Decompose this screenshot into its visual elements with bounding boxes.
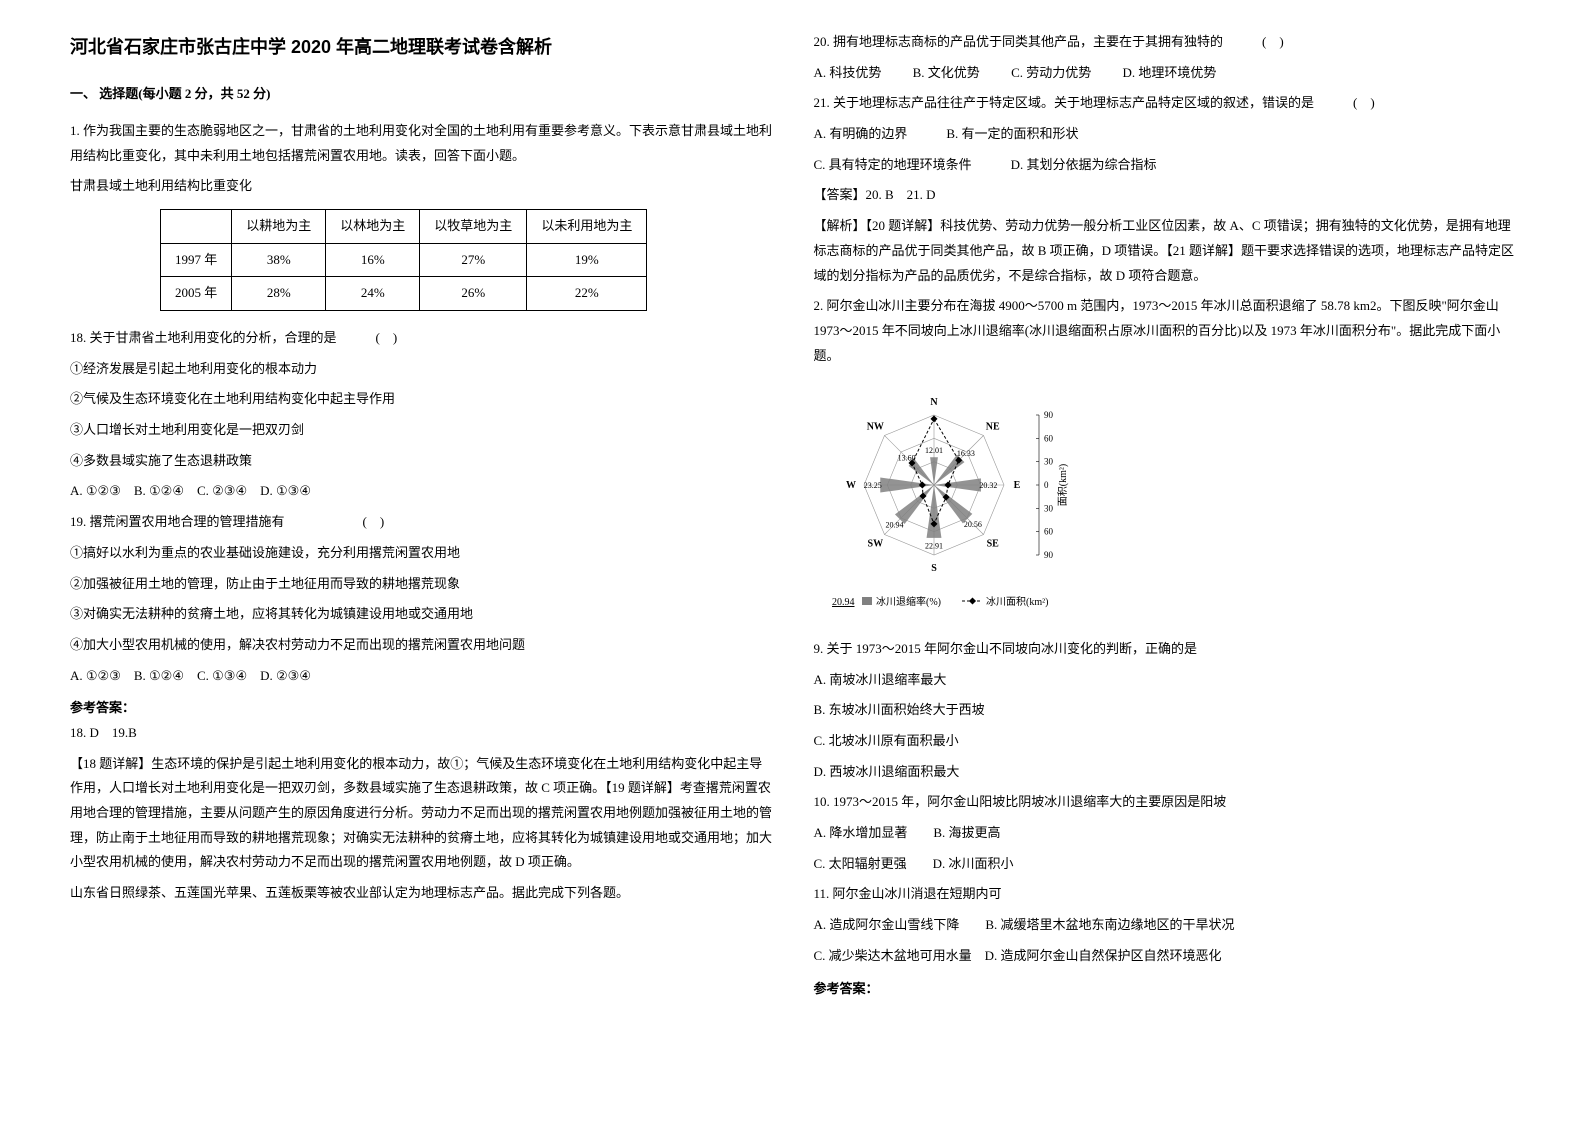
svg-text:16.33: 16.33 xyxy=(956,449,974,458)
cell: 28% xyxy=(232,277,326,311)
cell: 16% xyxy=(326,243,420,277)
answer-20-21: 【答案】20. B 21. D xyxy=(814,183,1518,208)
svg-text:60: 60 xyxy=(1044,527,1054,537)
svg-text:60: 60 xyxy=(1044,434,1054,444)
svg-text:30: 30 xyxy=(1044,457,1054,467)
svg-text:0: 0 xyxy=(1044,480,1049,490)
q9-a: A. 南坡冰川退缩率最大 xyxy=(814,668,1518,693)
q18-opt3: ③人口增长对土地利用变化是一把双刃剑 xyxy=(70,418,774,443)
q11-ab: A. 造成阿尔金山雪线下降 B. 减缓塔里木盆地东南边缘地区的干旱状况 xyxy=(814,913,1518,938)
cell: 2005 年 xyxy=(161,277,232,311)
svg-text:W: W xyxy=(846,480,856,491)
q20-options: A. 科技优势 B. 文化优势 C. 劳动力优势 D. 地理环境优势 xyxy=(814,61,1518,86)
q18-stem: 18. 关于甘肃省土地利用变化的分析，合理的是 ( ) xyxy=(70,326,774,351)
q18-choices: A. ①②③ B. ①②④ C. ②③④ D. ①③④ xyxy=(70,479,774,504)
q10-stem: 10. 1973～2015 年，阿尔金山阳坡比阴坡冰川退缩率大的主要原因是阳坡 xyxy=(814,790,1518,815)
exam-title: 河北省石家庄市张古庄中学 2020 年高二地理联考试卷含解析 xyxy=(70,30,774,64)
svg-text:E: E xyxy=(1013,480,1020,491)
svg-text:23.25: 23.25 xyxy=(863,481,881,490)
q9-d: D. 西坡冰川退缩面积最大 xyxy=(814,760,1518,785)
q19-opt3: ③对确实无法耕种的贫瘠土地，应将其转化为城镇建设用地或交通用地 xyxy=(70,602,774,627)
answer-18-19: 18. D 19.B xyxy=(70,721,774,746)
q11-cd: C. 减少柴达木盆地可用水量 D. 造成阿尔金山自然保护区自然环境恶化 xyxy=(814,944,1518,969)
q19-opt4: ④加大小型农用机械的使用，解决农村劳动力不足而出现的撂荒闲置农用地问题 xyxy=(70,633,774,658)
q1-intro: 1. 作为我国主要的生态脆弱地区之一，甘肃省的土地利用变化对全国的土地利用有重要… xyxy=(70,119,774,168)
q19-choices: A. ①②③ B. ①②④ C. ①③④ D. ②③④ xyxy=(70,664,774,689)
th-1: 以耕地为主 xyxy=(232,209,326,243)
q18-opt4: ④多数县域实施了生态退耕政策 xyxy=(70,449,774,474)
svg-text:SW: SW xyxy=(867,539,883,550)
svg-text:SE: SE xyxy=(986,539,999,550)
cell: 19% xyxy=(527,243,647,277)
q2-intro: 2. 阿尔金山冰川主要分布在海拔 4900～5700 m 范围内，1973～20… xyxy=(814,294,1518,368)
q21-row-cd: C. 具有特定的地理环境条件 D. 其划分依据为综合指标 xyxy=(814,153,1518,178)
cell: 1997 年 xyxy=(161,243,232,277)
svg-text:20.56: 20.56 xyxy=(963,520,981,529)
th-2: 以林地为主 xyxy=(326,209,420,243)
q19-opt2: ②加强被征用土地的管理，防止由于土地征用而导致的耕地撂荒现象 xyxy=(70,572,774,597)
th-3: 以牧草地为主 xyxy=(420,209,527,243)
svg-text:NE: NE xyxy=(985,422,999,433)
table-row: 2005 年 28% 24% 26% 22% xyxy=(161,277,647,311)
cell: 27% xyxy=(420,243,527,277)
q19-stem: 19. 撂荒闲置农用地合理的管理措施有 ( ) xyxy=(70,510,774,535)
svg-text:12.01: 12.01 xyxy=(925,446,943,455)
q21-row-ab: A. 有明确的边界 B. 有一定的面积和形状 xyxy=(814,122,1518,147)
q20-opt-c: C. 劳动力优势 xyxy=(1011,65,1091,80)
th-blank xyxy=(161,209,232,243)
explain-20-21: 【解析】【20 题详解】科技优势、劳动力优势一般分析工业区位因素，故 A、C 项… xyxy=(814,214,1518,288)
cell: 38% xyxy=(232,243,326,277)
table-header-row: 以耕地为主 以林地为主 以牧草地为主 以未利用地为主 xyxy=(161,209,647,243)
svg-text:20.32: 20.32 xyxy=(979,481,997,490)
q9-b: B. 东坡冰川面积始终大于西坡 xyxy=(814,698,1518,723)
svg-text:面积(km²): 面积(km²) xyxy=(1057,464,1069,506)
q19-opt1: ①搞好以水利为重点的农业基础设施建设，充分利用撂荒闲置农用地 xyxy=(70,541,774,566)
radar-chart: N NE E SE S SW W NW 12.01 16.33 20.32 20.56 22.91 20.… xyxy=(824,380,1518,629)
answer-header-2: 参考答案： xyxy=(814,977,1518,1002)
q20-opt-d: D. 地理环境优势 xyxy=(1122,65,1216,80)
explain-18-19: 【18 题详解】生态环境的保护是引起土地利用变化的根本动力，故①；气候及生态环境… xyxy=(70,752,774,875)
q21-stem: 21. 关于地理标志产品往往产于特定区域。关于地理标志产品特定区域的叙述，错误的… xyxy=(814,91,1518,116)
table-caption: 甘肃县域土地利用结构比重变化 xyxy=(70,174,774,199)
q18-opt1: ①经济发展是引起土地利用变化的根本动力 xyxy=(70,357,774,382)
geo-intro: 山东省日照绿茶、五莲国光苹果、五莲板栗等被农业部认定为地理标志产品。据此完成下列… xyxy=(70,881,774,906)
q10-cd: C. 太阳辐射更强 D. 冰川面积小 xyxy=(814,852,1518,877)
q20-opt-b: B. 文化优势 xyxy=(913,65,980,80)
svg-text:22.91: 22.91 xyxy=(925,542,943,551)
svg-text:90: 90 xyxy=(1044,410,1054,420)
q18-opt2: ②气候及生态环境变化在土地利用结构变化中起主导作用 xyxy=(70,387,774,412)
svg-text:冰川面积(km²): 冰川面积(km²) xyxy=(986,595,1048,608)
cell: 22% xyxy=(527,277,647,311)
q11-stem: 11. 阿尔金山冰川消退在短期内可 xyxy=(814,882,1518,907)
svg-text:NW: NW xyxy=(866,422,883,433)
svg-text:S: S xyxy=(931,563,937,574)
q20-opt-a: A. 科技优势 xyxy=(814,65,882,80)
q10-ab: A. 降水增加显著 B. 海拔更高 xyxy=(814,821,1518,846)
svg-text:N: N xyxy=(930,397,938,408)
q9-c: C. 北坡冰川原有面积最小 xyxy=(814,729,1518,754)
section-1-header: 一、 选择题(每小题 2 分，共 52 分) xyxy=(70,82,774,107)
q9-stem: 9. 关于 1973～2015 年阿尔金山不同坡向冰川变化的判断，正确的是 xyxy=(814,637,1518,662)
svg-text:20.94: 20.94 xyxy=(885,521,903,530)
svg-text:20.94: 20.94 xyxy=(832,597,855,608)
answer-header: 参考答案： xyxy=(70,696,774,721)
th-4: 以未利用地为主 xyxy=(527,209,647,243)
cell: 26% xyxy=(420,277,527,311)
svg-text:冰川退缩率(%): 冰川退缩率(%) xyxy=(876,595,941,608)
svg-text:90: 90 xyxy=(1044,550,1054,560)
q20-stem: 20. 拥有地理标志商标的产品优于同类其他产品，主要在于其拥有独特的 ( ) xyxy=(814,30,1518,55)
cell: 24% xyxy=(326,277,420,311)
svg-text:30: 30 xyxy=(1044,504,1054,514)
table-row: 1997 年 38% 16% 27% 19% xyxy=(161,243,647,277)
land-use-table: 以耕地为主 以林地为主 以牧草地为主 以未利用地为主 1997 年 38% 16… xyxy=(160,209,647,311)
